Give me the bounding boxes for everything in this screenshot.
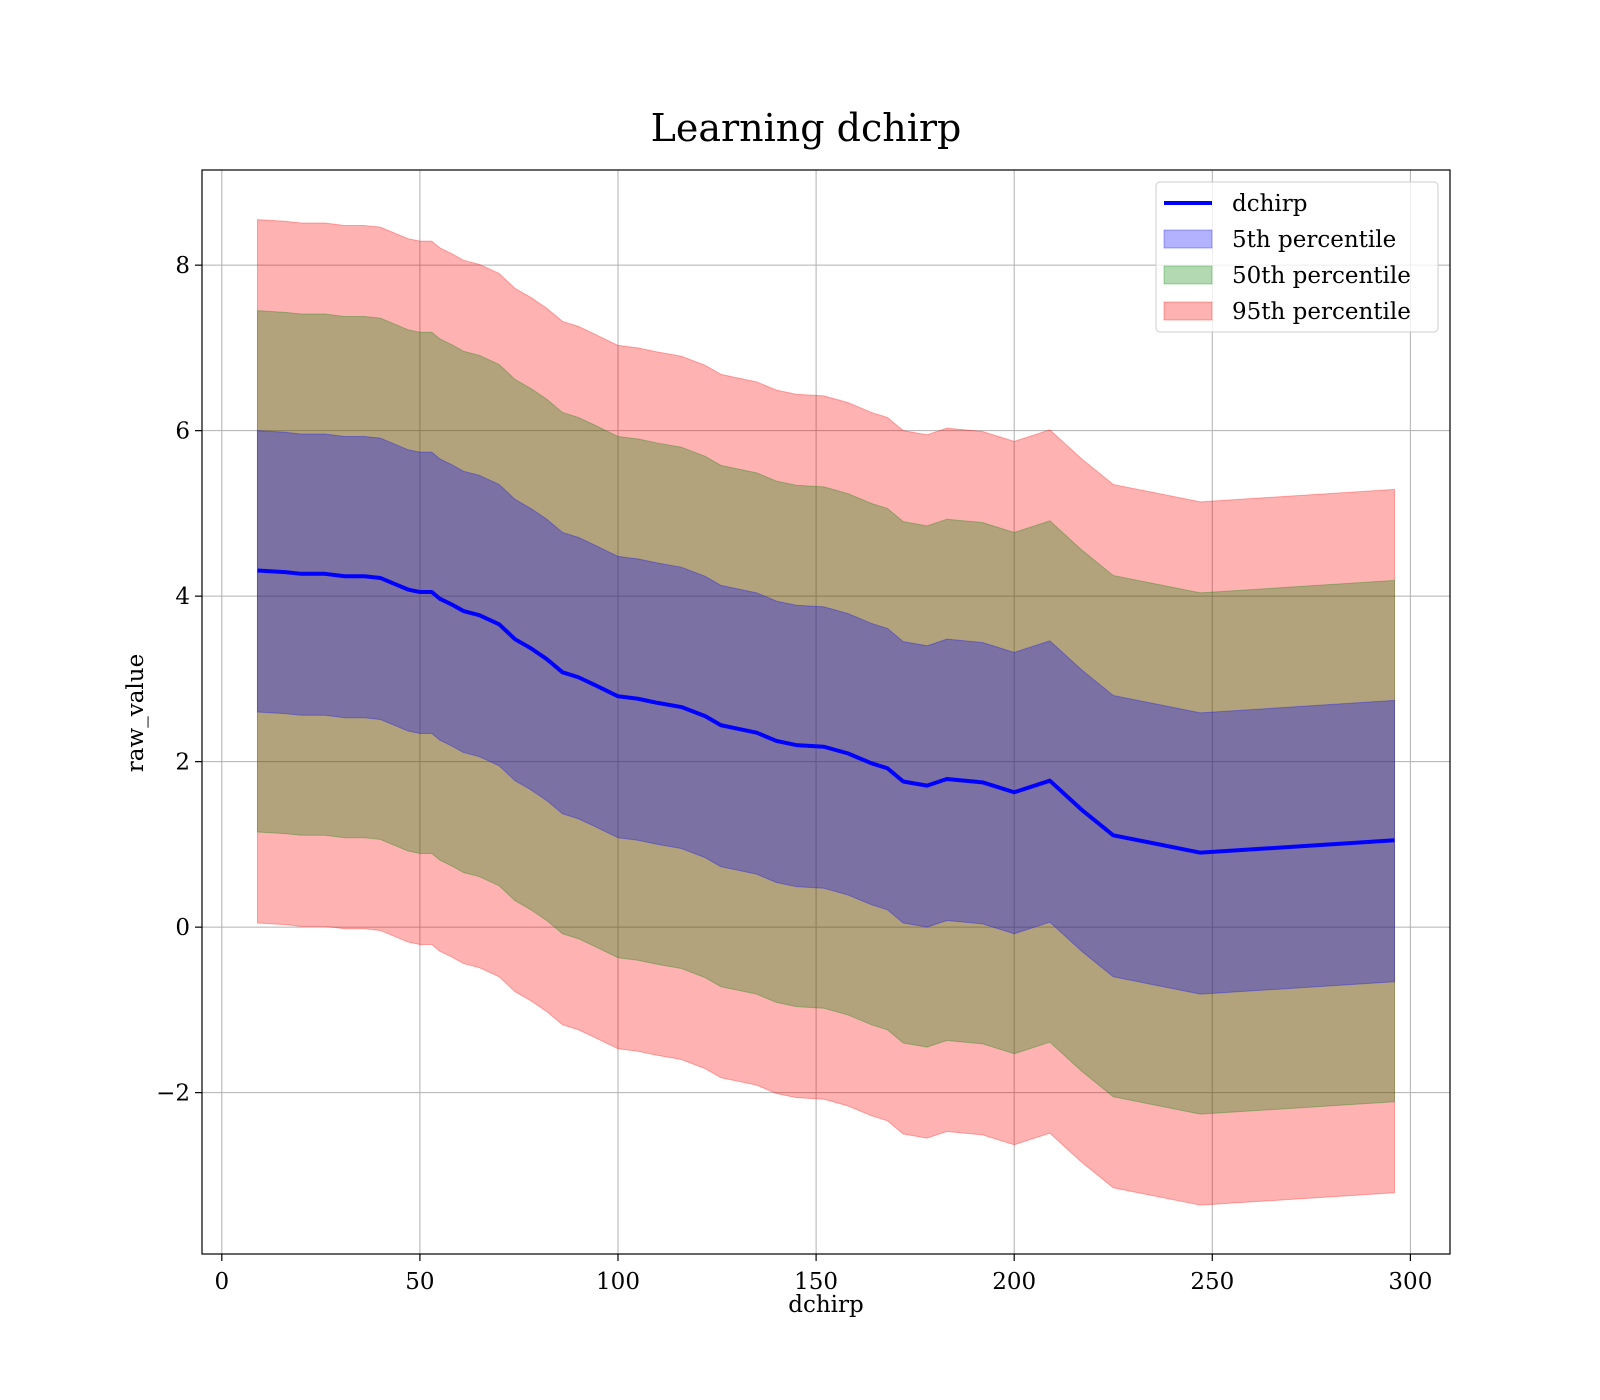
y-tick-label: 6 — [175, 419, 190, 445]
axes-frame — [201, 169, 1451, 1255]
band-5th-percentile — [256, 430, 1396, 995]
x-axis-label: dchirp — [788, 1292, 864, 1318]
plot-area: 0 50 100 150 200 250 300 −2 0 2 4 6 8 — [156, 169, 1451, 1295]
chart-title: Learning dchirp — [651, 106, 962, 150]
x-tick-label: 150 — [794, 1269, 838, 1295]
legend-box — [1155, 181, 1439, 333]
x-tick-label: 100 — [596, 1269, 640, 1295]
legend-entry-label: 95th percentile — [1232, 299, 1411, 325]
x-tick-label: 0 — [214, 1269, 229, 1295]
y-axis-label: raw_value — [123, 654, 149, 772]
legend-swatch-band — [1163, 229, 1213, 249]
y-tick-label: −2 — [156, 1081, 190, 1107]
band-95th-percentile — [256, 219, 1396, 1206]
x-tick-label: 200 — [992, 1269, 1036, 1295]
legend-swatch-band — [1163, 301, 1213, 321]
series-line-dchirp — [257, 568, 1395, 855]
x-tick-label: 50 — [405, 1269, 434, 1295]
legend-entry-label: 50th percentile — [1232, 263, 1411, 289]
y-tick-label: 2 — [175, 750, 190, 776]
y-tick-label: 0 — [175, 915, 190, 941]
y-tick-label: 4 — [175, 584, 190, 610]
x-tick-label: 300 — [1388, 1269, 1432, 1295]
legend-entry-label: dchirp — [1232, 191, 1308, 217]
band-50th-percentile — [256, 310, 1396, 1115]
legend: dchirp 5th percentile 50th percentile 95th … — [1155, 181, 1439, 333]
legend-swatch-band — [1163, 265, 1213, 285]
x-tick-label: 250 — [1190, 1269, 1234, 1295]
y-tick-label: 8 — [175, 253, 190, 279]
legend-entry-label: 5th percentile — [1232, 227, 1396, 253]
